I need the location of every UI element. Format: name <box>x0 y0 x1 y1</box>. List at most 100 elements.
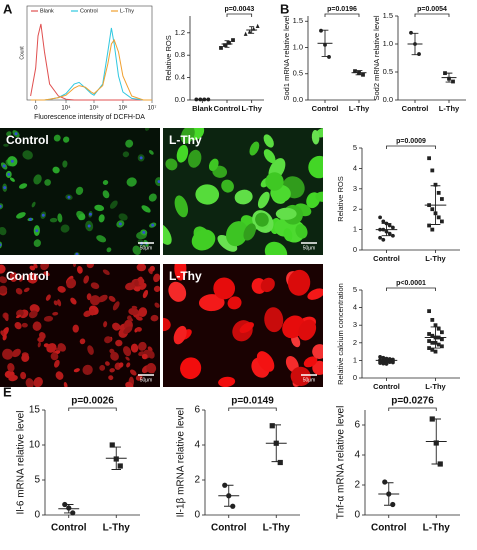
cell <box>105 361 110 366</box>
data-point <box>440 337 444 342</box>
cell <box>257 191 270 209</box>
micrograph: Control 50μm <box>0 264 160 387</box>
cell <box>39 332 46 340</box>
data-point <box>433 182 438 187</box>
cell <box>90 282 100 290</box>
data-point <box>440 197 444 201</box>
data-point <box>451 79 455 84</box>
y-tick-label: 1 <box>353 355 357 364</box>
cell <box>7 363 15 372</box>
cell <box>2 348 14 360</box>
error-bar <box>224 484 234 507</box>
cell <box>135 374 143 381</box>
cell <box>29 304 40 314</box>
cell <box>72 324 79 333</box>
data-point <box>378 235 382 240</box>
panel-letter: A <box>3 1 13 16</box>
cell <box>307 288 323 300</box>
cell <box>63 381 68 387</box>
cell <box>29 265 36 271</box>
significance-bracket <box>324 13 360 17</box>
histogram-line <box>30 27 152 101</box>
x-tick-label: Control <box>51 523 87 534</box>
y-tick-label: 0 <box>34 510 40 521</box>
data-point <box>433 349 438 354</box>
cell <box>188 149 202 168</box>
data-point <box>384 362 389 366</box>
cell <box>141 205 151 213</box>
legend-label: L-Thy <box>120 8 134 14</box>
cell <box>129 369 137 376</box>
cell <box>16 314 22 319</box>
nucleus <box>139 156 143 160</box>
image-label: Control <box>6 133 49 147</box>
data-point <box>436 215 441 220</box>
cell <box>14 322 22 330</box>
significance-bracket <box>386 287 436 291</box>
error-bar <box>64 504 74 514</box>
data-point <box>427 339 431 343</box>
cell <box>141 353 148 360</box>
cell <box>83 275 90 284</box>
y-tick-label: 0.0 <box>383 95 393 104</box>
cell <box>176 144 189 163</box>
data-point <box>361 72 365 77</box>
plot-frame <box>26 5 153 101</box>
cell <box>198 294 225 312</box>
cell <box>18 183 28 189</box>
micrograph-body <box>163 128 323 255</box>
cell <box>33 174 42 185</box>
cell <box>31 201 36 208</box>
cell <box>82 364 93 375</box>
error-bar <box>321 29 329 57</box>
cell <box>146 362 157 374</box>
data-point <box>247 29 252 34</box>
cell <box>191 229 216 251</box>
x-tick-label: 10⁷ <box>148 105 157 112</box>
data-point <box>255 23 260 28</box>
y-tick-label: 2 <box>354 480 360 491</box>
cell <box>234 189 253 205</box>
y-tick-label: 1.2 <box>175 28 185 37</box>
cell <box>283 228 293 242</box>
nucleus <box>88 212 92 216</box>
cell <box>102 180 109 185</box>
cell <box>102 269 110 275</box>
cell <box>125 356 130 361</box>
cell <box>63 136 70 143</box>
data-point <box>194 97 199 102</box>
y-tick-label: 5 <box>353 143 357 152</box>
significance-bracket <box>388 407 437 411</box>
nucleus <box>75 252 79 255</box>
data-point <box>378 361 382 365</box>
nucleus <box>118 222 122 226</box>
y-axis-label: Relative calcium concentration <box>336 283 345 385</box>
data-point <box>430 318 435 322</box>
error-bar <box>381 223 392 237</box>
cell <box>163 317 171 332</box>
cell <box>130 343 139 353</box>
y-tick-label: 1 <box>353 225 357 234</box>
y-tick-label: 6 <box>354 420 360 431</box>
cell <box>239 322 254 334</box>
data-point <box>430 168 435 173</box>
cell <box>180 357 202 380</box>
data-point <box>243 31 248 36</box>
y-tick-label: 0.5 <box>293 69 303 78</box>
cell <box>226 221 248 247</box>
x-tick-label: 10⁶ <box>118 105 128 112</box>
legend-label: Control <box>80 8 98 14</box>
cell <box>308 155 323 179</box>
data-point <box>109 442 115 448</box>
y-tick-label: 0.0 <box>293 95 303 104</box>
data-point <box>430 227 435 232</box>
cell <box>303 356 318 368</box>
cell <box>221 179 234 193</box>
data-point <box>382 479 388 485</box>
cell <box>264 241 288 255</box>
cell <box>62 160 68 168</box>
nucleus <box>151 223 155 227</box>
micrograph-body <box>0 128 160 255</box>
cell <box>76 265 83 274</box>
data-point <box>231 38 235 42</box>
